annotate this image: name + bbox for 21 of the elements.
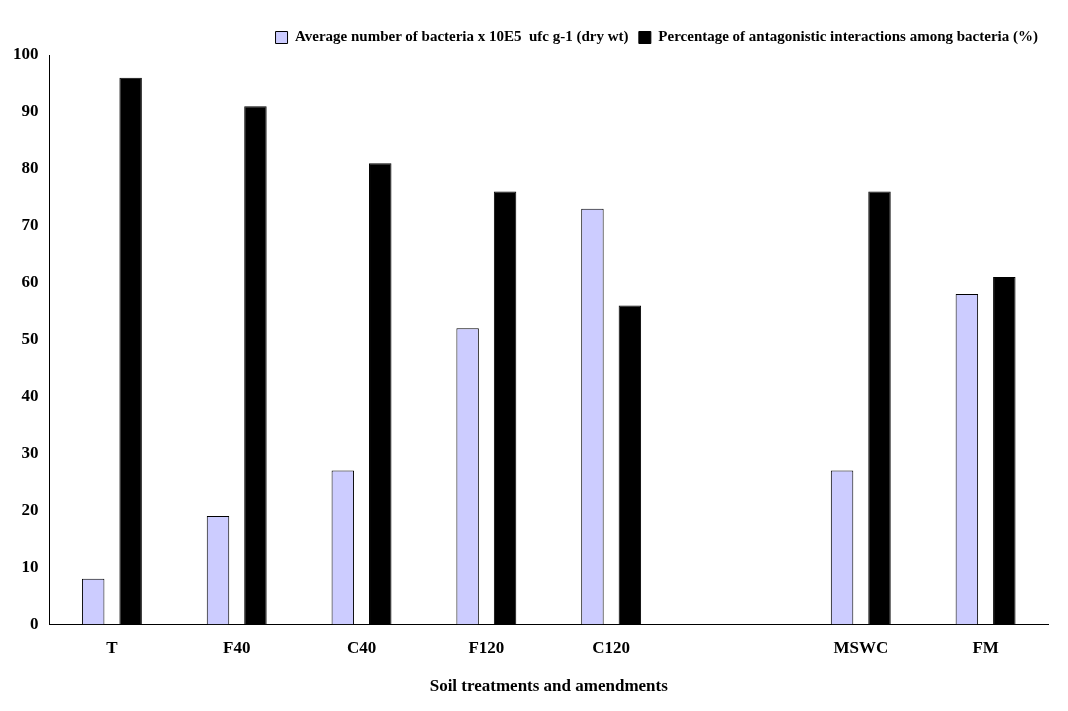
y-tick-label: 80 xyxy=(21,158,39,178)
y-tick-label: 70 xyxy=(21,215,39,235)
y-tick-label: 20 xyxy=(21,499,39,519)
x-tick-label: C40 xyxy=(346,637,377,657)
y-tick-label: 60 xyxy=(21,272,39,292)
legend-label: Average number of bacteria x 10E5 ufc g-1 (dry wt) xyxy=(295,28,629,46)
y-tick-label: 10 xyxy=(21,556,39,576)
y-tick-label: 100 xyxy=(13,44,39,64)
x-tick-label: F120 xyxy=(468,637,505,657)
x-tick-label: C120 xyxy=(592,637,631,657)
x-tick-label: T xyxy=(106,637,119,657)
x-tick-label: MSWC xyxy=(833,637,889,657)
y-tick-label: 40 xyxy=(21,385,39,405)
x-tick-label: FM xyxy=(972,637,999,657)
y-tick-label: 30 xyxy=(21,442,39,462)
y-tick-label: 0 xyxy=(30,613,39,633)
y-tick-label: 50 xyxy=(21,328,39,348)
x-axis-title: Soil treatments and amendments xyxy=(429,676,669,696)
legend-label: Percentage of antagonistic interactions among bacteria (%) xyxy=(658,28,1039,46)
y-tick-label: 90 xyxy=(21,101,39,121)
x-tick-label: F40 xyxy=(223,637,251,657)
